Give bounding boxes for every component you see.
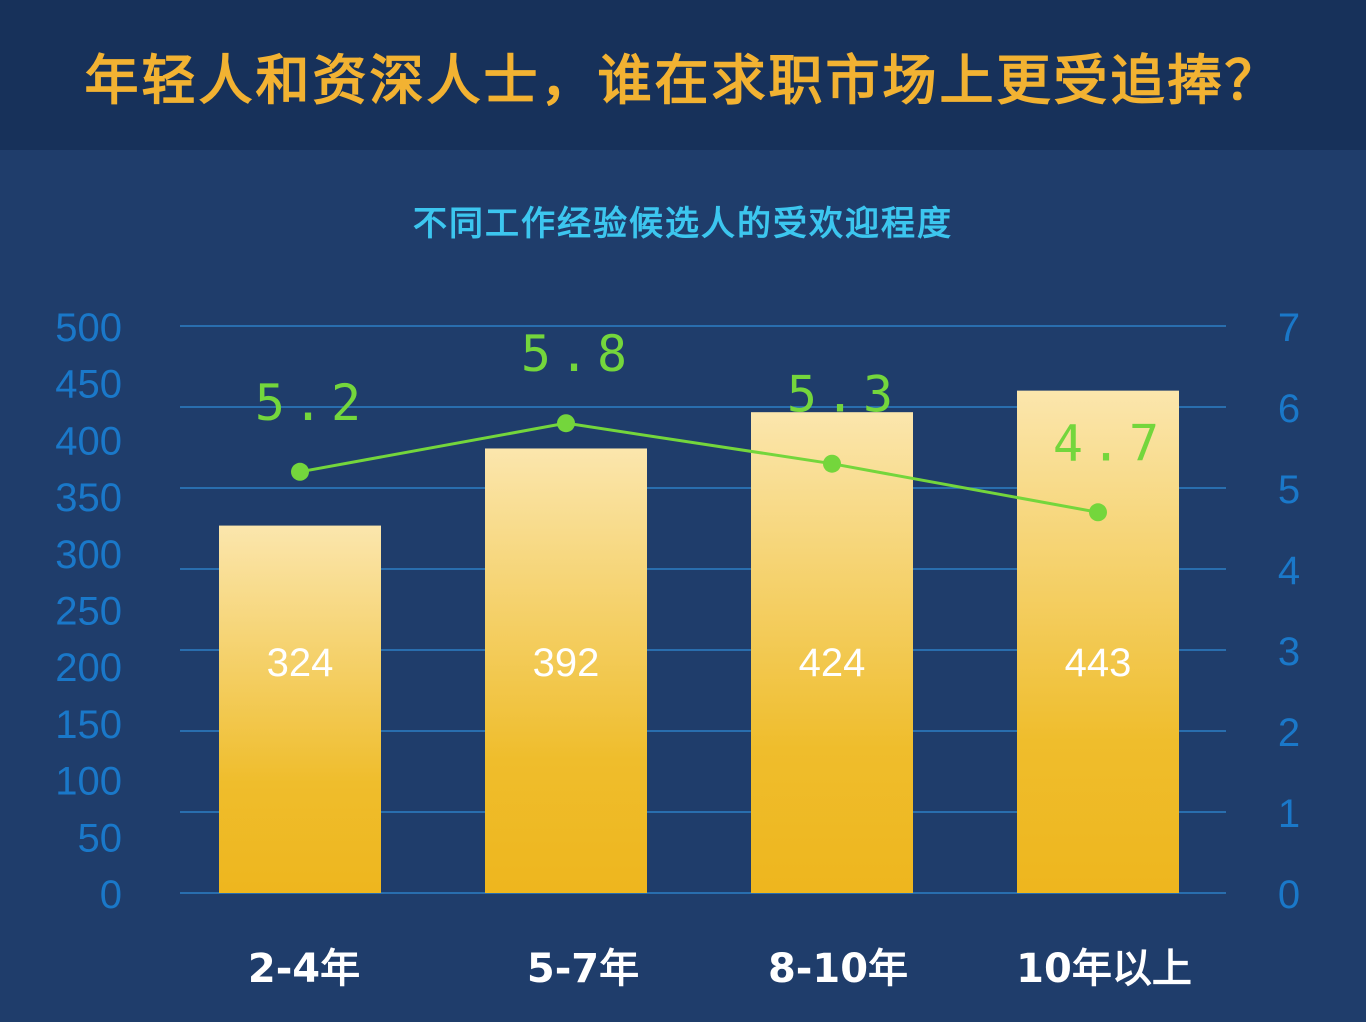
line-point bbox=[1089, 503, 1107, 522]
bar-value-label: 424 bbox=[799, 641, 866, 685]
left-axis-tick: 100 bbox=[55, 760, 122, 804]
line-point bbox=[291, 462, 309, 481]
line-value-label: 5.8 bbox=[521, 325, 635, 383]
right-axis-tick: 6 bbox=[1278, 387, 1300, 431]
line-value-label: 4.7 bbox=[1053, 414, 1167, 472]
left-axis-tick: 0 bbox=[100, 873, 122, 917]
category-label: 10年以上 bbox=[1016, 946, 1192, 992]
line-point bbox=[823, 454, 841, 473]
category-labels: 2-4年 5-7年 8-10年 10年以上 bbox=[248, 946, 1192, 992]
right-axis-tick: 3 bbox=[1278, 630, 1300, 674]
line-value-labels: 5.2 5.8 5.3 4.7 bbox=[255, 325, 1167, 472]
bar bbox=[219, 525, 381, 893]
left-axis-tick: 50 bbox=[78, 816, 123, 860]
bar-value-label: 392 bbox=[533, 641, 600, 685]
line-point bbox=[557, 414, 575, 433]
line-value-label: 5.2 bbox=[255, 374, 369, 432]
bar-value-label: 443 bbox=[1065, 641, 1132, 685]
line-value-label: 5.3 bbox=[787, 366, 901, 424]
left-axis-tick: 450 bbox=[55, 363, 122, 407]
right-axis-tick: 7 bbox=[1278, 306, 1300, 350]
right-axis-tick: 2 bbox=[1278, 711, 1300, 755]
left-axis: 0 50 100 150 200 250 300 350 400 450 500 bbox=[55, 306, 122, 917]
bar-value-label: 324 bbox=[267, 641, 334, 685]
bar bbox=[485, 448, 647, 893]
page-title: 年轻人和资深人士，谁在求职市场上更受追捧？ bbox=[84, 48, 1282, 112]
bars bbox=[219, 390, 1179, 893]
left-axis-tick: 400 bbox=[55, 419, 122, 463]
bar bbox=[1017, 390, 1179, 893]
right-axis: 0 1 2 3 4 5 6 7 bbox=[1278, 306, 1300, 917]
category-label: 5-7年 bbox=[527, 946, 639, 992]
chart-title: 不同工作经验候选人的受欢迎程度 bbox=[413, 204, 953, 244]
left-axis-tick: 150 bbox=[55, 703, 122, 747]
left-axis-tick: 250 bbox=[55, 590, 122, 634]
bar-value-labels: 324 392 424 443 bbox=[267, 641, 1132, 685]
left-axis-tick: 200 bbox=[55, 646, 122, 690]
title-banner: 年轻人和资深人士，谁在求职市场上更受追捧？ bbox=[0, 0, 1366, 150]
left-axis-tick: 300 bbox=[55, 533, 122, 577]
category-label: 2-4年 bbox=[248, 946, 360, 992]
series-line bbox=[299, 421, 1099, 514]
right-axis-tick: 0 bbox=[1278, 873, 1300, 917]
line-series bbox=[291, 414, 1107, 522]
bar bbox=[751, 412, 913, 893]
right-axis-tick: 5 bbox=[1278, 468, 1300, 512]
right-axis-tick: 4 bbox=[1278, 549, 1300, 593]
right-axis-tick: 1 bbox=[1278, 792, 1300, 836]
left-axis-tick: 500 bbox=[55, 306, 122, 350]
category-label: 8-10年 bbox=[768, 946, 908, 992]
left-axis-tick: 350 bbox=[55, 476, 122, 520]
